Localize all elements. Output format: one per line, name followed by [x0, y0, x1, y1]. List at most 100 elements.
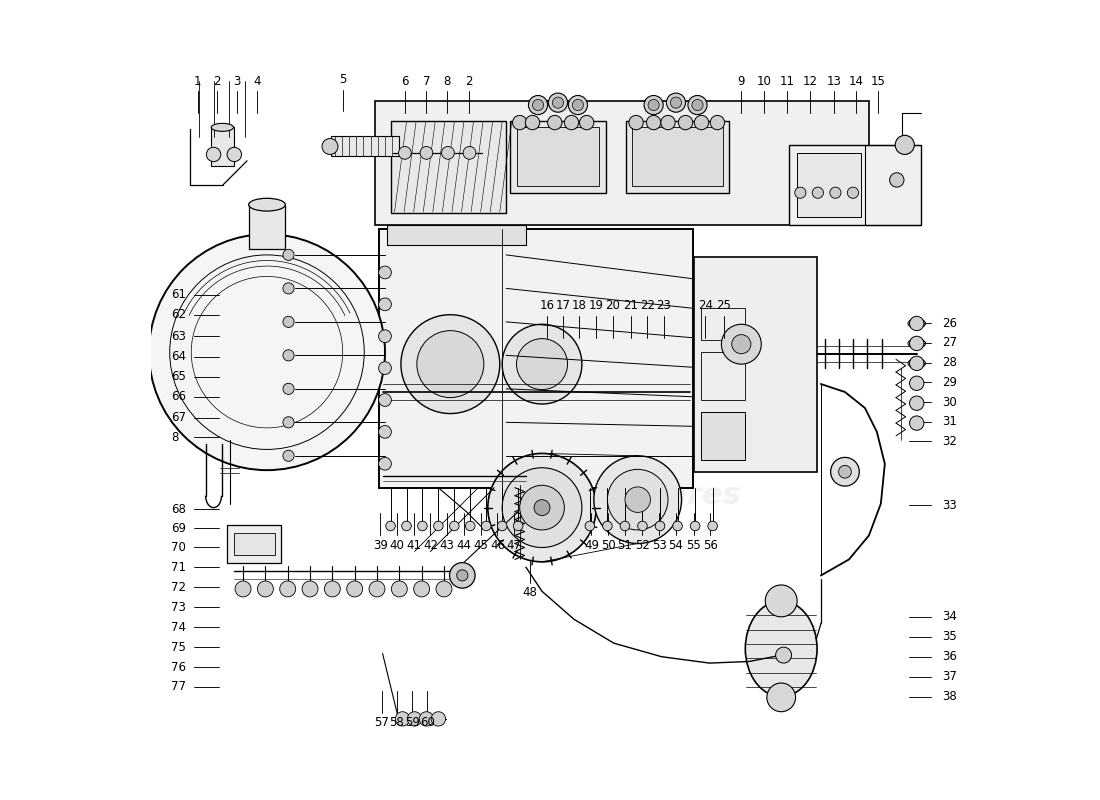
Circle shape — [910, 356, 924, 370]
Circle shape — [895, 135, 914, 154]
Text: 14: 14 — [848, 74, 864, 88]
Ellipse shape — [908, 338, 925, 348]
Circle shape — [431, 712, 446, 726]
Text: 42: 42 — [422, 538, 438, 551]
Text: 20: 20 — [605, 299, 620, 313]
Text: 54: 54 — [669, 538, 683, 551]
Text: 24: 24 — [698, 299, 713, 313]
Circle shape — [549, 93, 568, 112]
Text: 74: 74 — [172, 621, 186, 634]
Text: 33: 33 — [943, 498, 957, 512]
Text: 3: 3 — [233, 74, 241, 88]
Circle shape — [580, 115, 594, 130]
Circle shape — [776, 647, 792, 663]
Ellipse shape — [908, 318, 925, 328]
Circle shape — [503, 468, 582, 547]
Circle shape — [402, 521, 411, 530]
Circle shape — [419, 712, 433, 726]
Text: 16: 16 — [539, 299, 554, 313]
Ellipse shape — [211, 123, 233, 131]
Text: 13: 13 — [826, 74, 842, 88]
Circle shape — [519, 486, 564, 530]
Circle shape — [450, 562, 475, 588]
Text: 73: 73 — [172, 601, 186, 614]
Circle shape — [378, 362, 392, 374]
Text: 53: 53 — [652, 538, 667, 551]
Ellipse shape — [908, 358, 925, 368]
Text: 72: 72 — [172, 581, 186, 594]
Text: 68: 68 — [172, 502, 186, 516]
Text: 7: 7 — [422, 74, 430, 88]
Text: 9: 9 — [738, 74, 745, 88]
Text: 77: 77 — [172, 681, 186, 694]
Text: eurospares: eurospares — [294, 346, 487, 374]
Circle shape — [227, 147, 242, 162]
Circle shape — [667, 93, 685, 112]
Text: 55: 55 — [686, 538, 701, 551]
Bar — [211, 127, 233, 166]
Bar — [227, 525, 282, 563]
Circle shape — [890, 173, 904, 187]
Text: 8: 8 — [172, 431, 178, 444]
Bar — [510, 121, 606, 193]
Circle shape — [378, 458, 392, 470]
Bar — [378, 229, 693, 488]
Circle shape — [670, 97, 682, 108]
Text: 59: 59 — [405, 716, 419, 730]
Text: 61: 61 — [172, 288, 186, 302]
Text: 28: 28 — [943, 356, 957, 369]
Text: 52: 52 — [635, 538, 650, 551]
Circle shape — [368, 581, 385, 597]
Text: 26: 26 — [943, 317, 957, 330]
Circle shape — [283, 316, 294, 327]
Text: 23: 23 — [657, 299, 671, 313]
Circle shape — [526, 115, 540, 130]
Bar — [386, 225, 526, 245]
Circle shape — [569, 95, 587, 114]
Circle shape — [378, 394, 392, 406]
Circle shape — [378, 426, 392, 438]
Circle shape — [398, 146, 411, 159]
Circle shape — [283, 417, 294, 428]
Text: 18: 18 — [572, 299, 587, 313]
Bar — [632, 127, 723, 186]
Circle shape — [482, 521, 491, 530]
Bar — [233, 533, 275, 555]
Circle shape — [691, 521, 700, 530]
Text: 1: 1 — [194, 74, 201, 88]
Circle shape — [645, 95, 663, 114]
Circle shape — [148, 234, 385, 470]
Circle shape — [324, 581, 340, 597]
Bar — [375, 101, 869, 225]
Circle shape — [625, 487, 650, 513]
Circle shape — [283, 350, 294, 361]
Text: 56: 56 — [703, 538, 717, 551]
Circle shape — [585, 521, 595, 530]
Circle shape — [708, 521, 717, 530]
Text: 32: 32 — [943, 435, 957, 448]
Text: 27: 27 — [943, 336, 957, 349]
Circle shape — [400, 314, 499, 414]
Circle shape — [552, 97, 563, 108]
Text: 40: 40 — [389, 538, 405, 551]
Text: 64: 64 — [172, 350, 186, 363]
Text: 41: 41 — [406, 538, 421, 551]
Text: 49: 49 — [584, 538, 600, 551]
Circle shape — [692, 99, 703, 110]
Circle shape — [279, 581, 296, 597]
Circle shape — [594, 456, 682, 543]
Circle shape — [257, 581, 274, 597]
Circle shape — [528, 95, 548, 114]
Bar — [331, 136, 398, 156]
Text: 35: 35 — [943, 630, 957, 643]
Text: 8: 8 — [443, 74, 451, 88]
Bar — [517, 127, 600, 186]
Text: 57: 57 — [374, 716, 389, 730]
Text: 70: 70 — [172, 541, 186, 554]
Circle shape — [414, 581, 430, 597]
Bar — [702, 308, 746, 340]
Circle shape — [417, 330, 484, 398]
Circle shape — [638, 521, 647, 530]
Text: 12: 12 — [802, 74, 817, 88]
Text: 22: 22 — [640, 299, 654, 313]
